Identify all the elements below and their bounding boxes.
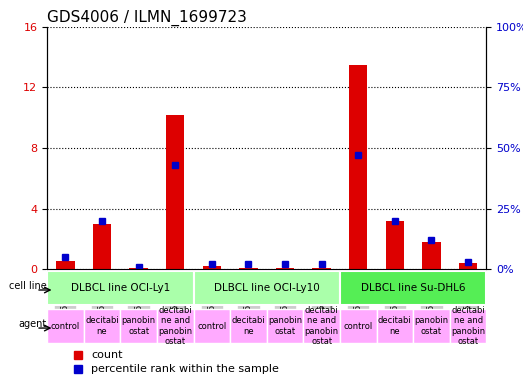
FancyBboxPatch shape [120,309,157,343]
Text: decitabi
ne: decitabi ne [232,316,265,336]
Text: panobin
ostat: panobin ostat [414,316,449,336]
Text: control: control [51,322,80,331]
Text: decitabi
ne: decitabi ne [378,316,412,336]
Bar [459,263,477,269]
FancyBboxPatch shape [450,309,486,343]
Bar [385,221,404,269]
Bar [276,268,294,269]
Bar [93,223,111,269]
Text: count: count [91,349,122,359]
Text: decitabi
ne and
panobin
ostat: decitabi ne and panobin ostat [304,306,339,346]
FancyBboxPatch shape [413,309,450,343]
Bar [349,65,367,269]
FancyBboxPatch shape [340,309,377,343]
Text: GDS4006 / ILMN_1699723: GDS4006 / ILMN_1699723 [47,9,247,25]
FancyBboxPatch shape [340,271,486,305]
Text: decitabi
ne and
panobin
ostat: decitabi ne and panobin ostat [158,306,192,346]
Text: control: control [197,322,226,331]
Bar [166,115,185,269]
Text: percentile rank within the sample: percentile rank within the sample [91,364,279,374]
FancyBboxPatch shape [303,309,340,343]
Text: cell line: cell line [9,281,47,291]
Bar [313,268,331,269]
FancyBboxPatch shape [267,309,303,343]
Bar [129,268,147,269]
FancyBboxPatch shape [194,271,340,305]
Text: agent: agent [19,319,47,329]
Text: DLBCL line OCI-Ly1: DLBCL line OCI-Ly1 [71,283,170,293]
FancyBboxPatch shape [377,309,413,343]
FancyBboxPatch shape [84,309,120,343]
Text: decitabi
ne: decitabi ne [85,316,119,336]
FancyBboxPatch shape [47,309,84,343]
FancyBboxPatch shape [194,309,230,343]
FancyBboxPatch shape [47,271,194,305]
Bar [202,266,221,269]
Text: panobin
ostat: panobin ostat [268,316,302,336]
FancyBboxPatch shape [157,309,194,343]
Bar [56,262,74,269]
Bar [423,242,440,269]
Text: decitabi
ne and
panobin
ostat: decitabi ne and panobin ostat [451,306,485,346]
Text: panobin
ostat: panobin ostat [121,316,156,336]
Text: DLBCL line OCI-Ly10: DLBCL line OCI-Ly10 [214,283,320,293]
Text: DLBCL line Su-DHL6: DLBCL line Su-DHL6 [361,283,465,293]
FancyBboxPatch shape [230,309,267,343]
Text: control: control [344,322,373,331]
Bar [240,268,257,269]
